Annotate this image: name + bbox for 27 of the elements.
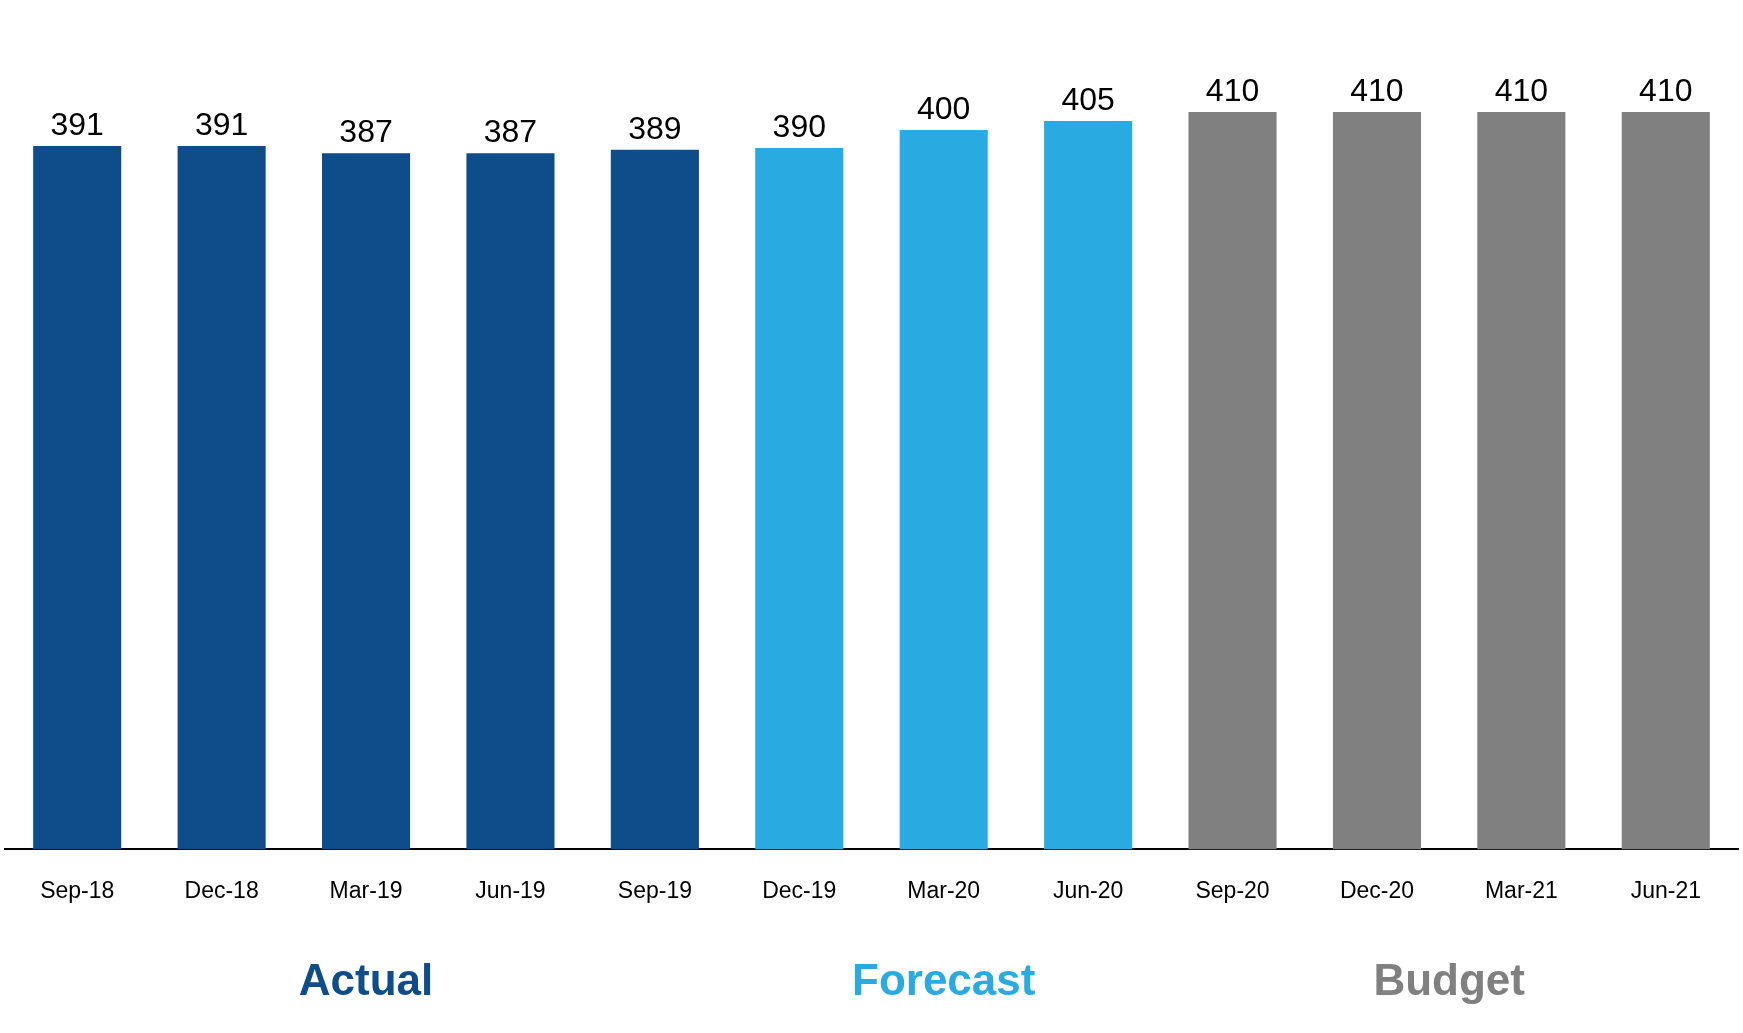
x-tick-label: Sep-20	[1195, 876, 1270, 903]
x-tick-label: Sep-19	[617, 876, 692, 903]
data-label: 389	[628, 109, 682, 146]
data-label: 410	[1494, 71, 1549, 108]
text: Actual	[298, 955, 434, 1005]
x-tick-label: Jun-20	[1052, 876, 1124, 903]
data-label: 410	[1205, 71, 1260, 108]
data-label: 405	[1061, 80, 1115, 117]
data-label: 387	[339, 113, 393, 150]
text: Budget	[1373, 955, 1526, 1005]
data-label: 390	[772, 107, 826, 144]
data-label: 391	[50, 105, 104, 142]
x-tick-label: Dec-18	[184, 876, 259, 903]
x-tick-label: Mar-21	[1484, 876, 1558, 903]
x-tick-label: Mar-20	[907, 876, 981, 903]
data-label: 391	[194, 105, 249, 142]
x-tick-label: Jun-19	[475, 876, 546, 903]
x-tick-label: Jun-21	[1630, 876, 1701, 903]
x-tick-label: Dec-20	[1339, 876, 1415, 903]
x-tick-label: Mar-19	[329, 876, 403, 903]
data-label: 400	[917, 89, 971, 126]
data-label: 410	[1639, 71, 1693, 108]
data-label: 387	[483, 113, 538, 150]
text: Forecast	[852, 955, 1036, 1005]
x-tick-label: Sep-18	[40, 876, 115, 903]
data-label: 410	[1350, 71, 1404, 108]
x-tick-label: Dec-19	[762, 876, 837, 903]
